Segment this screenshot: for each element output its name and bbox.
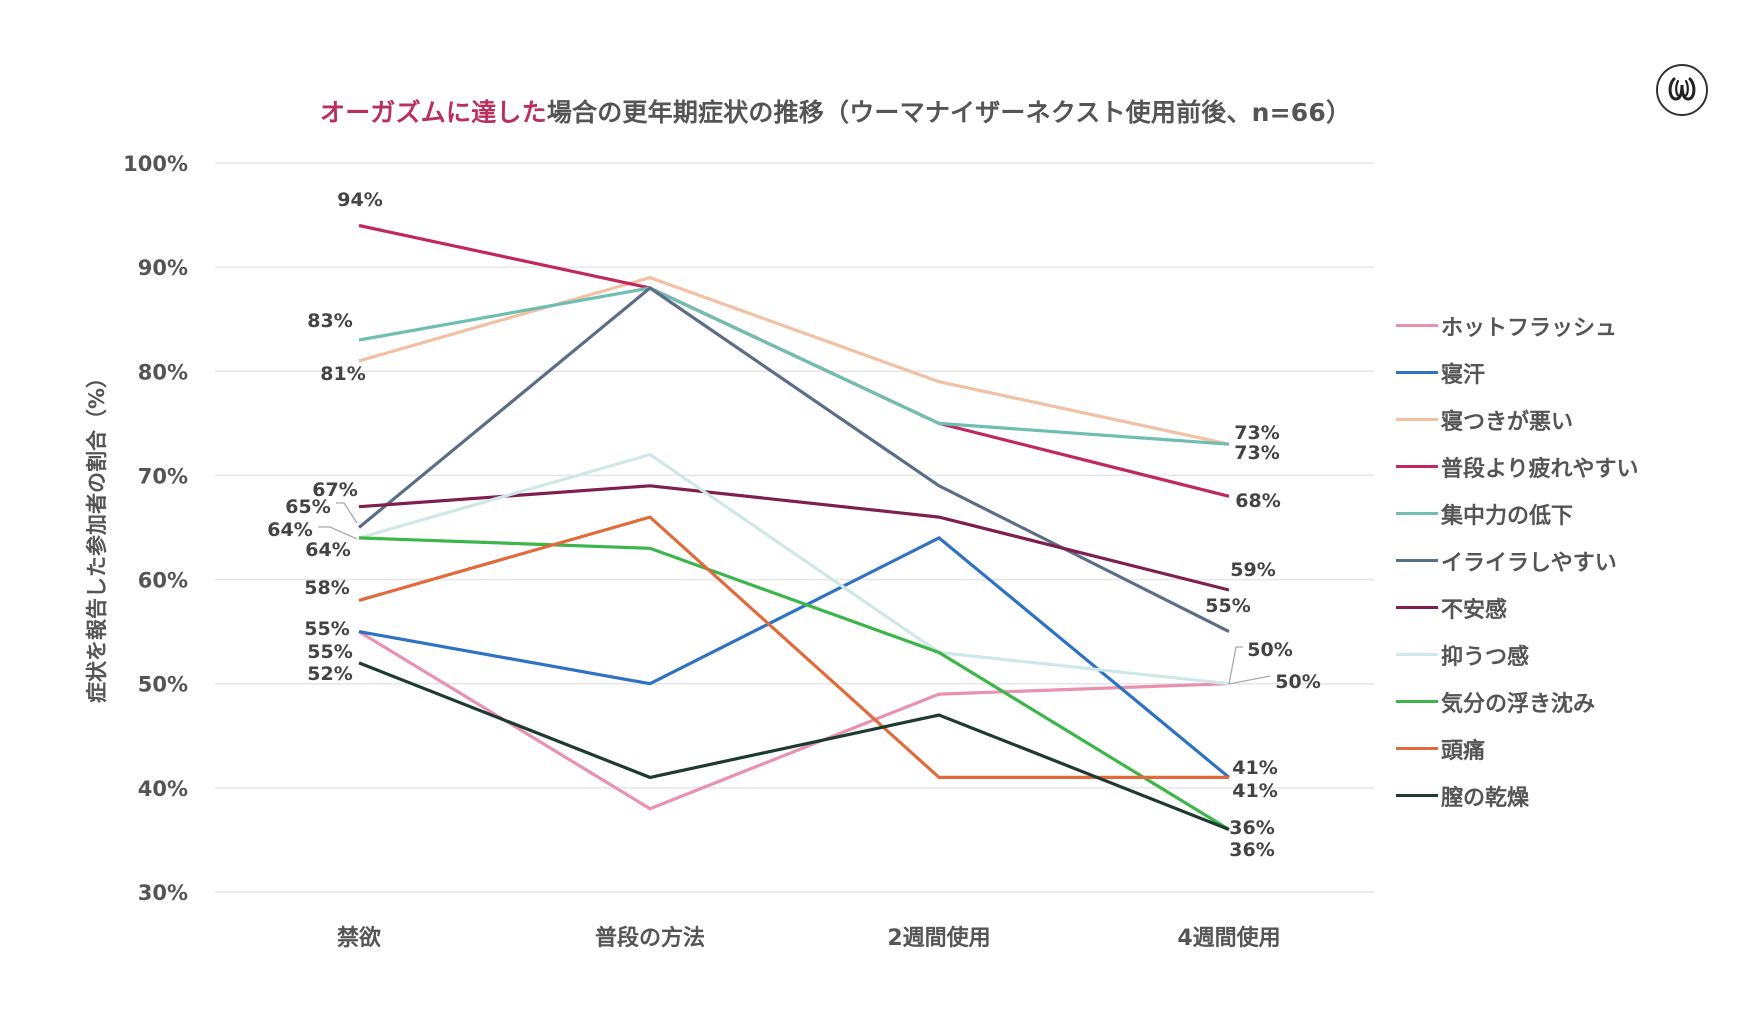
x-tick-label: 普段の方法 [595, 925, 705, 951]
legend-swatch [1396, 794, 1438, 797]
legend-swatch [1396, 747, 1438, 750]
y-tick-label: 60% [138, 569, 188, 593]
series-line [358, 536, 1230, 831]
data-label: 36% [1229, 839, 1274, 861]
leader-line [336, 502, 358, 524]
data-label: 50% [1275, 671, 1320, 693]
legend-item: イライラしやすい [1396, 537, 1639, 584]
leader-line [1228, 646, 1243, 685]
data-label: 65% [285, 496, 330, 518]
data-labels: 94%83%81%67%65%64%64%58%55%55%52%73%73%6… [267, 189, 1320, 861]
legend-item: 集中力の低下 [1396, 490, 1639, 537]
series-line [357, 286, 1230, 634]
series-line [358, 286, 1230, 446]
data-label: 68% [1235, 490, 1280, 512]
legend-item: 気分の浮き沈み [1396, 678, 1639, 725]
data-label: 67% [312, 479, 357, 501]
x-tick-label: 4週間使用 [1177, 926, 1280, 951]
data-label: 55% [1205, 595, 1250, 617]
data-label: 36% [1229, 817, 1274, 839]
legend-item: 抑うつ感 [1396, 631, 1639, 678]
legend-label: 膣の乾燥 [1441, 785, 1530, 811]
legend-item: 不安感 [1396, 584, 1639, 631]
legend-swatch [1396, 559, 1438, 562]
legend-swatch [1396, 700, 1438, 703]
data-label: 52% [307, 663, 352, 685]
x-axis-ticks: 禁欲 普段の方法 2週間使用 4週間使用 [337, 925, 1281, 951]
data-label: 81% [320, 363, 365, 385]
legend-swatch [1396, 371, 1438, 374]
legend-swatch [1396, 606, 1438, 609]
legend-label: 不安感 [1441, 597, 1508, 623]
chart-title-highlight: オーガズムに達した [320, 98, 547, 127]
legend-swatch [1396, 418, 1438, 421]
y-tick-label: 40% [138, 777, 188, 801]
leader-line [318, 526, 358, 540]
legend-item: 寝汗 [1396, 349, 1639, 396]
legend-label: 寝つきが悪い [1441, 409, 1574, 435]
data-label: 64% [267, 519, 312, 541]
legend-item: 頭痛 [1396, 725, 1639, 772]
y-tick-label: 30% [138, 881, 188, 905]
series-line [358, 661, 1230, 831]
legend-label: 気分の浮き沈み [1441, 691, 1596, 717]
series-line [358, 536, 1231, 779]
y-axis-label: 症状を報告した参加者の割合（%） [85, 366, 109, 704]
legend-label: 普段より疲れやすい [1441, 456, 1639, 482]
data-label: 59% [1230, 559, 1275, 581]
legend-label: 抑うつ感 [1441, 644, 1530, 670]
legend-swatch [1396, 512, 1438, 515]
data-label: 41% [1232, 780, 1277, 802]
y-tick-label: 90% [138, 256, 188, 280]
legend-swatch [1396, 653, 1438, 656]
chart-title-rest: 場合の更年期症状の推移（ウーマナイザーネクスト使用前後、n=66） [546, 98, 1352, 127]
legend-swatch [1396, 465, 1438, 468]
data-label: 41% [1232, 757, 1277, 779]
logo-glyph-icon [1668, 77, 1696, 101]
data-label: 58% [304, 577, 349, 599]
series-line [358, 223, 1230, 498]
y-tick-label: 70% [138, 464, 188, 488]
legend-label: 集中力の低下 [1441, 503, 1574, 529]
legend-item: 寝つきが悪い [1396, 396, 1639, 443]
series-line [358, 630, 1230, 811]
data-label: 55% [307, 641, 352, 663]
label-leader-lines [318, 502, 1271, 685]
data-label: 55% [304, 618, 349, 640]
womanizer-logo-icon [1656, 64, 1708, 116]
y-tick-label: 80% [138, 360, 188, 384]
legend-swatch [1396, 324, 1438, 327]
legend-item: 普段より疲れやすい [1396, 443, 1639, 490]
data-label: 73% [1234, 422, 1279, 444]
data-label: 73% [1234, 442, 1279, 464]
gridlines [215, 162, 1374, 893]
data-label: 94% [337, 189, 382, 211]
legend-label: 寝汗 [1441, 362, 1486, 388]
y-axis-ticks: 30% 40% 50% 60% 70% 80% 90% 100% [123, 152, 188, 905]
legend-label: 頭痛 [1441, 738, 1486, 764]
x-tick-label: 禁欲 [337, 925, 381, 951]
legend-item: ホットフラッシュ [1396, 302, 1639, 349]
series-line [358, 275, 1230, 446]
legend-item: 膣の乾燥 [1396, 772, 1639, 819]
legend: ホットフラッシュ 寝汗寝つきが悪い普段より疲れやすい 集中力の低下イライラしやすい不… [1396, 302, 1639, 819]
series-lines [357, 223, 1231, 831]
series-line [358, 452, 1230, 686]
y-tick-label: 50% [138, 673, 188, 697]
chart-title: オーガズムに達した場合の更年期症状の推移（ウーマナイザーネクスト使用前後、n=6… [320, 93, 1351, 129]
leader-line [1228, 675, 1271, 685]
legend-label: ホットフラッシュ [1441, 315, 1618, 341]
series-line [358, 515, 1229, 780]
data-label: 50% [1247, 639, 1292, 661]
x-tick-label: 2週間使用 [887, 926, 990, 951]
y-tick-label: 100% [123, 152, 188, 176]
data-label: 64% [305, 539, 350, 561]
legend-label: イライラしやすい [1441, 550, 1617, 576]
data-label: 83% [307, 310, 352, 332]
